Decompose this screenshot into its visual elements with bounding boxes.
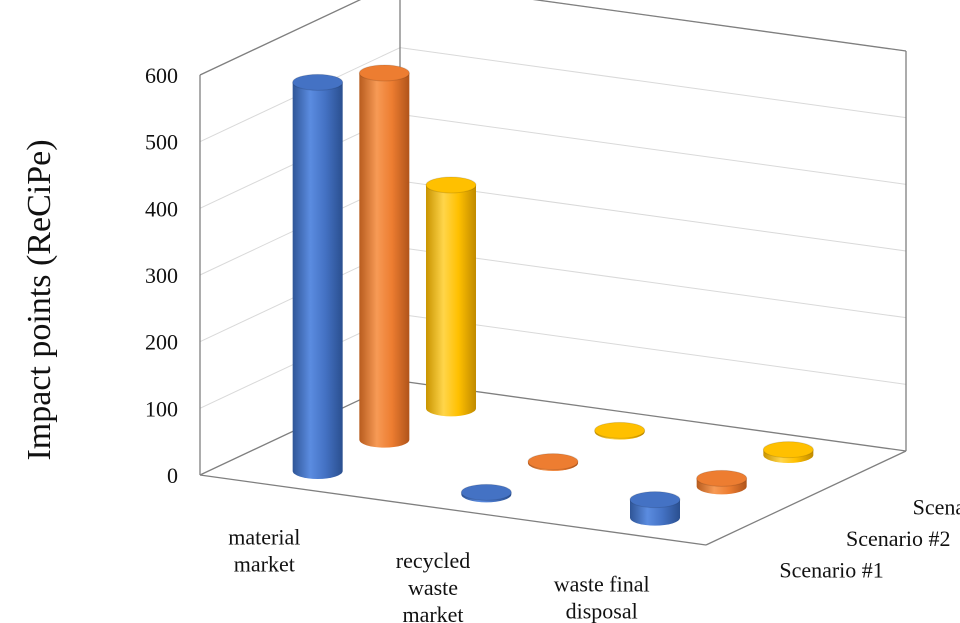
series-label: Scenario #1 [779,557,883,582]
axis-edge [705,450,907,546]
bar-top [460,483,512,501]
bar-body [426,185,476,417]
bar-cylinder [629,491,681,526]
category-label: material market [228,525,300,577]
bar-cylinder [696,469,748,495]
bar-top [425,176,477,194]
bar-top [358,64,410,82]
gridline-back-wall [399,180,907,252]
bar-cylinder [460,483,512,503]
y-tick-label: 600 [145,63,178,88]
gridline-back-wall [533,0,907,52]
gridline-back-wall [399,247,907,319]
gridline-back-wall [399,313,907,385]
gridline-back-wall [399,47,907,119]
y-tick-label: 500 [145,130,178,155]
series-axis-labels: Scenario #1 Scenario #2 Scenario #3 [779,495,960,583]
bar-top [594,421,646,439]
bar-cylinder [527,453,579,471]
axis-edge [399,380,907,452]
y-axis-ticks: 0 100 200 300 400 500 600 [145,63,178,488]
axis-edge [199,0,362,76]
category-axis-labels: material market recycled waste market waste f… [228,525,649,623]
y-axis-title: Impact points (ReCiPe) [21,139,58,460]
gridline-back-wall [399,113,907,185]
y-tick-label: 200 [145,330,178,355]
bar-body [292,82,343,479]
bar-top [696,469,748,487]
gridline-left-wall [199,0,361,76]
y-tick-label: 100 [145,396,178,421]
bar-cylinder [762,441,814,463]
series-label: Scenario #3 [913,495,960,520]
bar-top [292,73,344,91]
bar-cylinder [594,421,646,440]
bar-body [359,73,410,448]
axis-edge [199,474,707,546]
bar-cylinder [425,176,477,417]
bar-cylinder [358,64,410,448]
bar-top [527,453,579,471]
bar-top [629,491,681,509]
y-tick-label: 0 [167,463,178,488]
bars [292,64,814,526]
bar-cylinder [292,73,344,479]
y-tick-label: 300 [145,263,178,288]
axis-edge [532,0,907,52]
category-label: recycled waste market [396,548,471,623]
bar-top [762,441,814,459]
y-tick-label: 400 [145,196,178,221]
category-label: waste final disposal [554,571,650,623]
series-label: Scenario #2 [846,526,950,551]
